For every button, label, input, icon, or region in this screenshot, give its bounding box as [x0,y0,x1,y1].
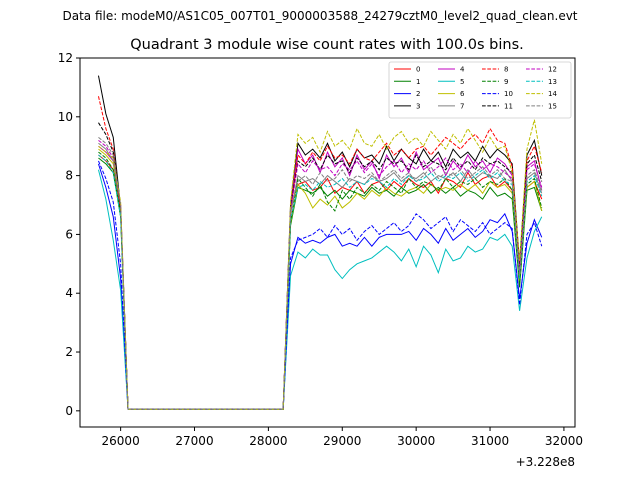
legend-label-10: 10 [504,90,513,98]
x-axis: 26000 27000 28000 29000 30000 31000 32000 [102,427,583,448]
legend-label-14: 14 [548,90,557,98]
x-offset-label: +3.228e8 [516,455,575,469]
legend-label-1: 1 [416,78,420,86]
y-tick-label: 6 [65,227,73,241]
series-line-15 [98,136,543,410]
legend-label-12: 12 [548,66,557,74]
series-layer [97,75,543,410]
y-axis: 0 2 4 6 8 10 12 [58,51,80,418]
y-tick-label: 8 [65,169,73,183]
legend-label-8: 8 [504,66,508,74]
legend-label-2: 2 [416,90,420,98]
chart-suptitle: Data file: modeM0/AS1C05_007T01_90000035… [62,9,577,23]
x-tick-label: 31000 [471,434,509,448]
x-tick-label: 26000 [102,434,140,448]
legend-box [388,61,572,119]
plot-frame [79,57,576,428]
legend-label-0: 0 [416,66,420,74]
legend-label-6: 6 [460,90,465,98]
x-tick-label: 29000 [323,434,361,448]
y-tick-label: 4 [65,286,73,300]
legend-label-4: 4 [460,66,465,74]
x-tick-label: 27000 [175,434,213,448]
series-line-14 [98,119,543,410]
y-tick-label: 2 [65,345,73,359]
x-tick-label: 32000 [545,434,583,448]
y-tick-label: 0 [65,404,73,418]
legend-label-7: 7 [460,102,464,110]
legend-label-13: 13 [548,78,557,86]
series-line-10 [98,160,543,410]
x-tick-label: 30000 [397,434,435,448]
legend-label-11: 11 [504,102,513,110]
x-tick-label: 28000 [249,434,287,448]
legend-label-5: 5 [460,78,464,86]
chart-title: Quadrant 3 module wise count rates with … [130,37,524,53]
legend-label-3: 3 [416,102,420,110]
legend-label-9: 9 [504,78,508,86]
legend-label-15: 15 [548,102,557,110]
y-tick-label: 12 [58,51,73,65]
y-tick-label: 10 [58,110,73,124]
